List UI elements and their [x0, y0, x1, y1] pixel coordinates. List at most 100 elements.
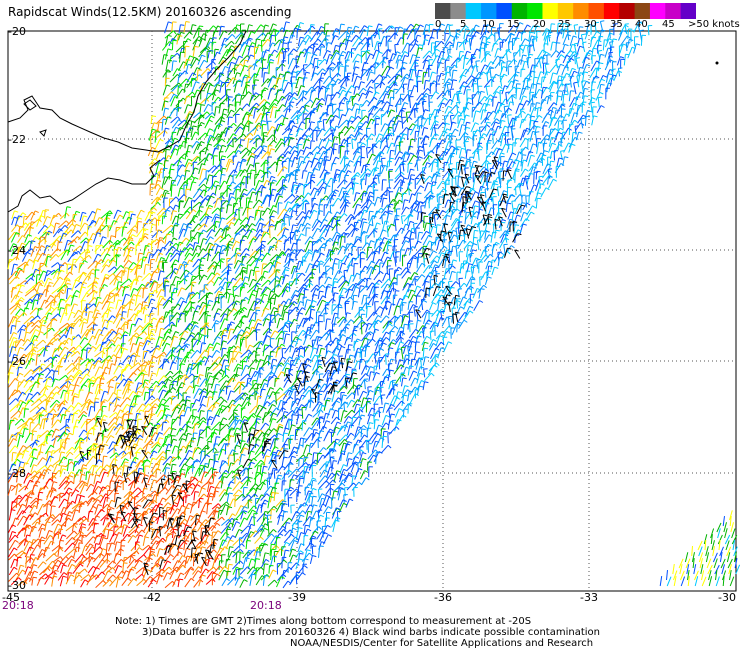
wind-barb-tick — [180, 24, 185, 26]
wind-barb — [514, 66, 517, 77]
wind-barb — [295, 71, 298, 81]
wind-barb-tick — [220, 25, 225, 28]
wind-barb-tick — [314, 72, 319, 75]
wind-barb-tick — [248, 138, 253, 141]
wind-barb — [459, 68, 467, 78]
wind-barb — [335, 220, 338, 233]
wind-barb-tick — [271, 34, 276, 37]
wind-barb-tick — [560, 54, 565, 58]
wind-barb-tick — [448, 163, 453, 165]
wind-barb — [542, 28, 547, 36]
wind-barb — [221, 38, 226, 47]
wind-barb-tick — [329, 53, 334, 57]
wind-barb-tick — [371, 79, 376, 83]
wind-barb-tick — [465, 28, 470, 31]
wind-barb — [472, 71, 480, 82]
wind-barb-tick — [495, 73, 500, 77]
wind-barb — [458, 74, 463, 83]
wind-barb-tick — [256, 59, 261, 62]
wind-barb-tick — [164, 100, 169, 103]
wind-barb — [640, 35, 643, 46]
wind-barb — [604, 38, 610, 48]
wind-barb-tick — [573, 51, 578, 55]
wind-barb — [627, 28, 629, 39]
wind-barb — [373, 189, 375, 202]
wind-barb — [284, 48, 287, 60]
wind-barb — [178, 201, 180, 213]
wind-barb-tick — [384, 90, 389, 94]
wind-barb — [581, 88, 585, 99]
wind-barb-tick — [224, 65, 229, 69]
wind-barb-tick — [482, 71, 487, 75]
wind-barb — [325, 83, 330, 93]
wind-barb — [436, 51, 442, 63]
wind-barb-tick — [359, 41, 364, 45]
wind-barb-tick — [442, 92, 447, 96]
wind-barb-tick — [503, 73, 508, 77]
wind-barb-tick — [465, 68, 470, 72]
wind-barb — [444, 66, 448, 75]
wind-barb-tick — [480, 47, 485, 49]
wind-barb — [626, 39, 630, 48]
wind-barb-tick — [351, 30, 356, 34]
wind-barb — [248, 106, 255, 118]
wind-barb — [301, 91, 305, 102]
wind-barb — [172, 68, 178, 77]
wind-barb — [408, 108, 415, 118]
wind-barb-tick — [456, 58, 462, 61]
wind-barb — [470, 58, 473, 69]
wind-barb — [373, 228, 375, 238]
wind-barb-tick — [387, 49, 392, 51]
wind-barb-tick — [550, 160, 555, 163]
wind-barb — [164, 116, 169, 125]
wind-barb — [604, 47, 609, 58]
wind-barb — [522, 44, 526, 54]
wind-barb — [358, 81, 362, 90]
wind-barb — [611, 69, 614, 78]
wind-barb — [568, 90, 571, 102]
wind-barb-tick — [527, 24, 531, 28]
wind-barb — [253, 24, 262, 34]
wind-barb — [169, 74, 178, 83]
wind-barb — [595, 92, 601, 101]
wind-barb-tick — [531, 70, 536, 73]
wind-barb-tick — [288, 94, 293, 98]
wind-barb-tick — [371, 65, 376, 69]
wind-barb-tick — [31, 221, 36, 223]
wind-barb-tick — [336, 28, 340, 31]
wind-barb — [371, 35, 374, 48]
wind-barb-tick — [413, 222, 418, 225]
wind-barb — [282, 21, 287, 33]
wind-barb — [162, 168, 165, 179]
wind-barb-tick — [217, 96, 222, 101]
wind-barb — [284, 95, 290, 107]
wind-barb — [269, 106, 274, 119]
wind-barb — [422, 24, 427, 36]
wind-barb — [450, 93, 456, 106]
wind-barb — [617, 68, 621, 77]
wind-barb-tick — [523, 95, 528, 98]
wind-barb — [577, 67, 581, 77]
wind-barb-tick — [137, 221, 142, 223]
wind-barb-tick — [608, 38, 613, 41]
wind-barb — [319, 37, 326, 47]
wind-barb-tick — [303, 170, 308, 172]
wind-barb-tick — [526, 85, 531, 89]
wind-barb-tick — [362, 87, 367, 92]
wind-barb — [269, 226, 271, 239]
wind-barb — [539, 99, 543, 112]
wind-barb-tick — [552, 41, 557, 44]
wind-barb — [309, 89, 313, 102]
wind-barb — [175, 97, 184, 107]
wind-barb — [315, 43, 323, 51]
wind-barb — [337, 86, 343, 94]
wind-barb-tick — [196, 58, 200, 62]
wind-barb-tick — [579, 26, 584, 28]
wind-barb — [430, 242, 433, 252]
wind-barb-tick — [617, 70, 623, 73]
wind-barb — [381, 49, 388, 57]
wind-barb-tick — [553, 80, 558, 84]
wind-barb-tick — [346, 77, 350, 81]
wind-barb — [281, 80, 285, 89]
wind-barb-tick — [454, 35, 460, 38]
